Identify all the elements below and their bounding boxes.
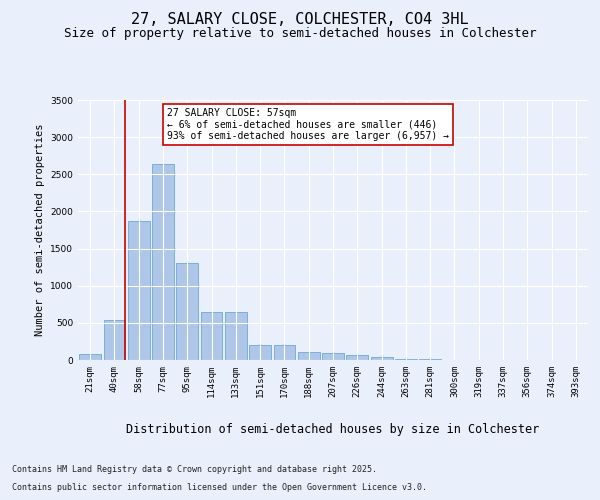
Bar [128,221,149,360]
Text: Contains public sector information licensed under the Open Government Licence v3: Contains public sector information licen… [12,482,427,492]
Bar [79,354,101,360]
Bar [200,312,223,360]
Bar [346,355,368,360]
Bar [274,345,295,360]
Text: 27, SALARY CLOSE, COLCHESTER, CO4 3HL: 27, SALARY CLOSE, COLCHESTER, CO4 3HL [131,12,469,28]
Text: Contains HM Land Registry data © Crown copyright and database right 2025.: Contains HM Land Registry data © Crown c… [12,465,377,474]
Text: Size of property relative to semi-detached houses in Colchester: Size of property relative to semi-detach… [64,28,536,40]
Bar [395,358,417,360]
Bar [249,345,271,360]
Bar [104,320,125,360]
Bar [371,357,392,360]
Bar [298,352,320,360]
Bar [322,354,344,360]
Y-axis label: Number of semi-detached properties: Number of semi-detached properties [35,124,44,336]
Text: Distribution of semi-detached houses by size in Colchester: Distribution of semi-detached houses by … [127,422,539,436]
Bar [176,262,198,360]
Bar [225,312,247,360]
Bar [152,164,174,360]
Text: 27 SALARY CLOSE: 57sqm
← 6% of semi-detached houses are smaller (446)
93% of sem: 27 SALARY CLOSE: 57sqm ← 6% of semi-deta… [167,108,449,141]
